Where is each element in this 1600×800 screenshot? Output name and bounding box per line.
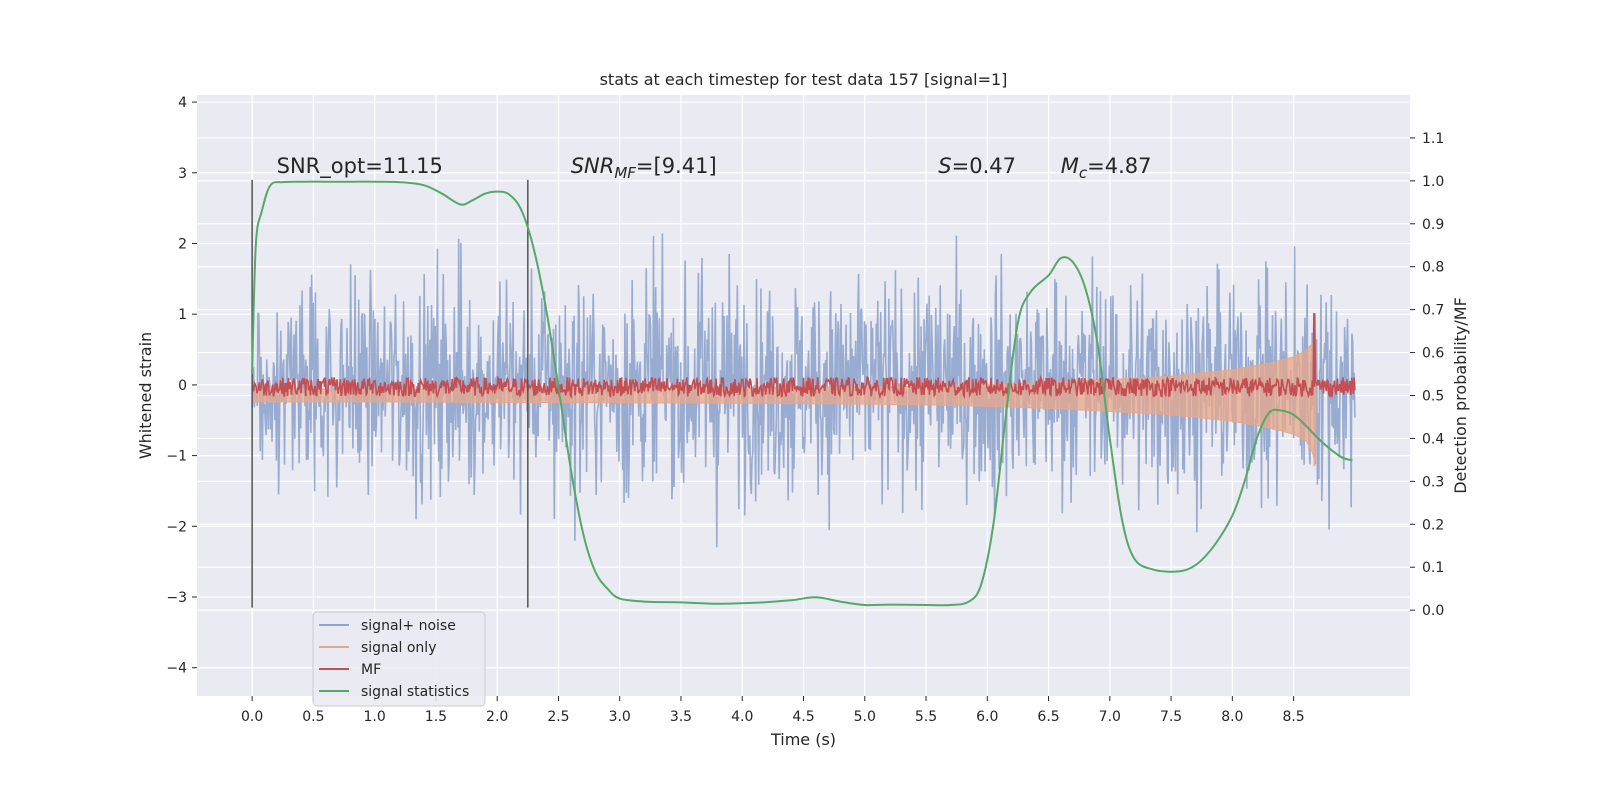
y-axis-ticks: 4 3 2 1 0 −1 −2 −3 −4 bbox=[166, 95, 197, 677]
annotations: SNR_opt=11.15 SNRMF=[9.41] S=0.47 Mc=4.87 bbox=[277, 154, 1152, 182]
x-tick-label: 3.0 bbox=[609, 709, 631, 725]
x-tick-label: 6.5 bbox=[1037, 709, 1059, 725]
x-tick-label: 5.0 bbox=[854, 709, 876, 725]
signal-noise-line bbox=[251, 233, 1356, 548]
y-tick-label: 1 bbox=[178, 307, 187, 323]
y2-tick-label: 0.9 bbox=[1422, 217, 1444, 233]
x-tick-label: 2.5 bbox=[547, 709, 569, 725]
y2-tick-label: 1.1 bbox=[1422, 131, 1444, 147]
chart-title: stats at each timestep for test data 157… bbox=[600, 70, 1008, 89]
y-tick-label: −4 bbox=[166, 661, 187, 677]
y2-tick-label: 0.3 bbox=[1422, 474, 1444, 490]
x-tick-label: 7.0 bbox=[1099, 709, 1121, 725]
annotation-1: SNRMF=[9.41] bbox=[571, 154, 717, 182]
y-tick-label: 4 bbox=[178, 95, 187, 111]
annotation-3: Mc=4.87 bbox=[1061, 154, 1152, 182]
vertical-marker-lines bbox=[251, 179, 529, 608]
y2-tick-label: 0.1 bbox=[1422, 560, 1444, 576]
annotation-2: S=0.47 bbox=[938, 154, 1016, 178]
signal-statistics-series bbox=[251, 180, 1353, 607]
mf-series bbox=[251, 313, 1356, 467]
legend-label: signal+ noise bbox=[361, 618, 456, 634]
y-tick-label: 3 bbox=[178, 166, 187, 182]
x-tick-label: 6.0 bbox=[976, 709, 998, 725]
y2-tick-label: 0.7 bbox=[1422, 303, 1444, 319]
x-tick-label: 0.0 bbox=[241, 709, 263, 725]
x-tick-label: 8.0 bbox=[1221, 709, 1243, 725]
y2-axis-ticks: 1.1 1.0 0.9 0.8 0.7 0.6 0.5 0.4 0.3 0.2 0.1 0.0 bbox=[1410, 131, 1444, 619]
y2-tick-label: 1.0 bbox=[1422, 174, 1444, 190]
legend-label: signal statistics bbox=[361, 684, 469, 700]
y-tick-label: −2 bbox=[166, 519, 187, 535]
y2-tick-label: 0.5 bbox=[1422, 389, 1444, 405]
x-tick-label: 4.0 bbox=[731, 709, 753, 725]
x-tick-label: 1.5 bbox=[425, 709, 447, 725]
y-tick-label: −1 bbox=[166, 449, 187, 465]
y-tick-label: 0 bbox=[178, 378, 187, 394]
x-tick-label: 1.0 bbox=[364, 709, 386, 725]
y2-tick-label: 0.0 bbox=[1422, 603, 1444, 619]
y2-tick-label: 0.8 bbox=[1422, 260, 1444, 276]
y-tick-label: −3 bbox=[166, 590, 187, 606]
y2-axis-label: Detection probability/MF bbox=[1451, 297, 1470, 494]
y-tick-label: 2 bbox=[178, 236, 187, 252]
x-tick-label: 5.5 bbox=[915, 709, 937, 725]
signal-statistics-line bbox=[251, 180, 1353, 607]
x-tick-label: 8.5 bbox=[1282, 709, 1304, 725]
x-tick-label: 7.5 bbox=[1160, 709, 1182, 725]
x-axis-ticks: 0.0 0.5 1.0 1.5 2.0 2.5 3.0 3.5 4.0 4.5 5.0 5.5 6.0 6… bbox=[241, 696, 1305, 725]
x-tick-label: 0.5 bbox=[302, 709, 324, 725]
legend-box bbox=[312, 611, 486, 707]
x-axis-label: Time (s) bbox=[770, 730, 836, 749]
y2-tick-label: 0.2 bbox=[1422, 517, 1444, 533]
x-tick-label: 3.5 bbox=[670, 709, 692, 725]
legend: signal+ noise signal only MF signal statist… bbox=[312, 611, 486, 707]
annotation-0: SNR_opt=11.15 bbox=[277, 154, 443, 179]
signal-noise-series bbox=[251, 233, 1356, 548]
y2-tick-label: 0.4 bbox=[1422, 431, 1444, 447]
x-tick-label: 4.5 bbox=[792, 709, 814, 725]
y-axis-label: Whitened strain bbox=[136, 332, 155, 459]
y2-tick-label: 0.6 bbox=[1422, 346, 1444, 362]
mf-line bbox=[251, 313, 1356, 400]
legend-label: signal only bbox=[361, 640, 436, 656]
legend-label: MF bbox=[361, 662, 381, 678]
x-tick-label: 2.0 bbox=[486, 709, 508, 725]
